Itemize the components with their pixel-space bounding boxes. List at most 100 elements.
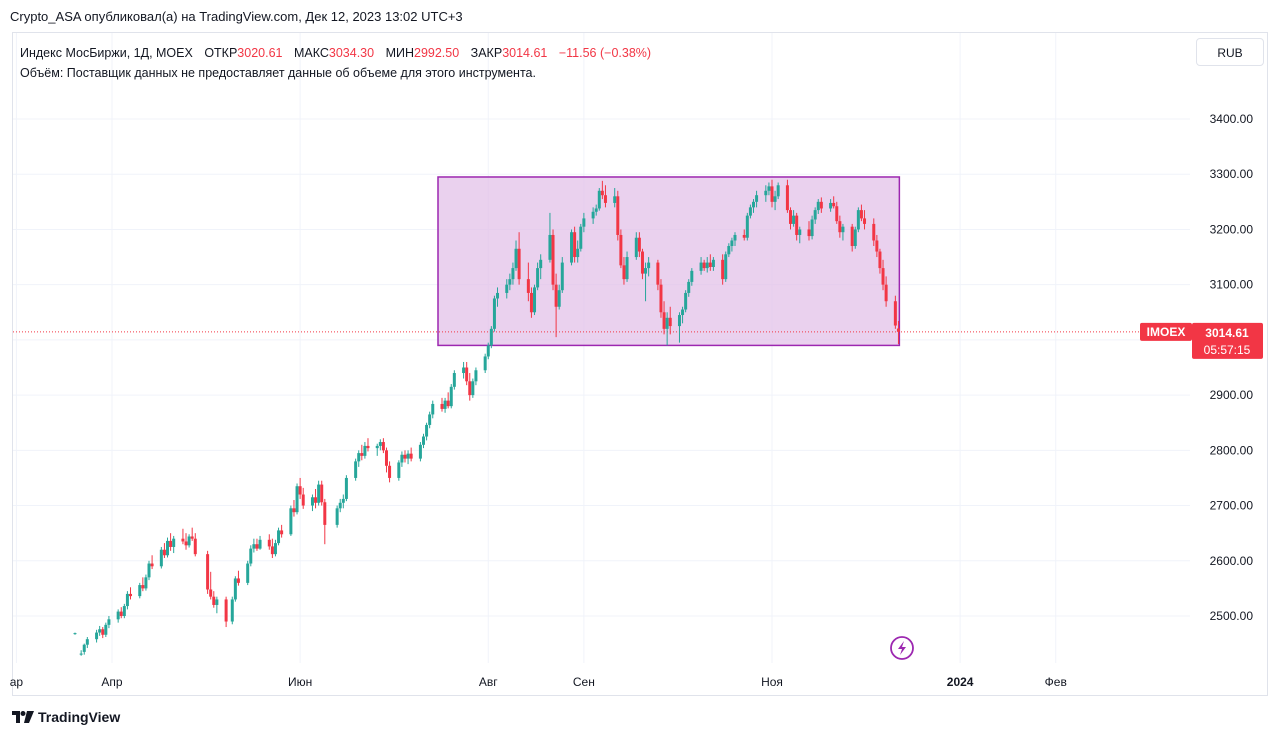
candle: [388, 461, 392, 483]
candle: [101, 627, 105, 639]
candle-body: [486, 345, 490, 357]
candle: [193, 533, 197, 557]
candle: [841, 223, 845, 241]
candle-body: [310, 497, 314, 506]
candle: [813, 207, 817, 224]
candle-body: [406, 453, 410, 459]
candle: [659, 279, 663, 318]
tradingview-logo[interactable]: TradingView: [12, 709, 120, 725]
candle-body: [384, 450, 388, 466]
x-tick-label: Апр: [101, 675, 123, 689]
symbol-line[interactable]: Индекс МосБиржи, 1Д, MOEX: [20, 46, 193, 60]
candle-body: [708, 262, 712, 267]
x-tick-label: Фев: [1045, 675, 1067, 689]
candle: [73, 632, 77, 635]
candle-body: [616, 196, 620, 235]
candle: [881, 259, 885, 291]
candle-body: [215, 599, 219, 605]
candle: [724, 251, 728, 282]
candle-body: [428, 414, 432, 425]
y-tick-label: 3100.00: [1210, 278, 1254, 292]
candle-body: [338, 502, 342, 509]
candle-body: [273, 543, 277, 555]
candle: [600, 180, 604, 200]
candle-body: [138, 585, 142, 597]
candle: [721, 254, 725, 285]
candle-body: [289, 508, 293, 535]
candle: [119, 607, 123, 619]
candle-body: [335, 508, 339, 525]
candle-body: [576, 248, 580, 258]
candle-body: [489, 328, 493, 346]
candle: [449, 384, 453, 409]
candle-body: [755, 195, 759, 202]
candle: [144, 574, 148, 591]
candle: [418, 442, 422, 462]
candle-body: [119, 611, 123, 616]
candle-body: [98, 629, 102, 633]
candle: [255, 538, 259, 551]
logo-text: TradingView: [38, 709, 121, 725]
candle: [206, 550, 210, 594]
candle-body: [452, 373, 456, 387]
candle: [314, 488, 318, 509]
candle: [742, 229, 746, 241]
candle-body: [813, 210, 817, 220]
candle-body: [375, 445, 379, 449]
candle-body: [317, 484, 321, 503]
candle: [317, 480, 321, 506]
candle-body: [622, 265, 626, 280]
candle-body: [344, 477, 348, 499]
low-value: 2992.50: [414, 46, 460, 60]
candle-body: [505, 284, 509, 293]
candle: [557, 284, 561, 310]
candle-body: [536, 268, 540, 288]
candle: [246, 560, 250, 586]
candle: [517, 232, 521, 285]
candle: [613, 188, 617, 208]
candle: [190, 527, 194, 541]
volume-line: Объём: Поставщик данных не предоставляет…: [20, 66, 536, 80]
candle: [807, 221, 811, 241]
candle-body: [582, 218, 586, 227]
candle-body: [147, 563, 151, 578]
candle-body: [856, 210, 860, 230]
open-value: 3020.61: [237, 46, 283, 60]
lightning-icon[interactable]: [890, 636, 914, 660]
candle-body: [647, 262, 651, 269]
candle: [267, 534, 271, 550]
candle-body: [705, 262, 709, 269]
candle-body: [190, 536, 194, 539]
candle-body: [560, 262, 564, 291]
candle: [452, 370, 456, 390]
candle: [169, 533, 173, 551]
candle: [85, 636, 89, 649]
candle-body: [810, 219, 814, 237]
candle: [98, 625, 102, 636]
candle: [536, 262, 540, 291]
candle: [526, 262, 530, 302]
candle: [471, 378, 475, 398]
candle: [292, 500, 296, 517]
candle: [381, 438, 385, 454]
candle-body: [193, 538, 197, 555]
candle: [603, 185, 607, 208]
candle: [681, 306, 685, 324]
candle-body: [551, 234, 555, 285]
currency-button[interactable]: RUB: [1196, 38, 1264, 66]
candle-body: [388, 465, 392, 478]
candle: [835, 201, 839, 224]
candle-body: [172, 538, 176, 547]
candle: [357, 450, 361, 467]
candle: [634, 232, 638, 260]
candle: [270, 538, 274, 559]
candle: [273, 539, 277, 557]
candle-body: [539, 259, 543, 269]
candle: [662, 301, 666, 335]
candle-body: [255, 544, 259, 549]
candle: [212, 591, 216, 608]
candle: [323, 498, 327, 545]
candle-body: [492, 298, 496, 329]
y-tick-label: 3300.00: [1210, 167, 1254, 181]
